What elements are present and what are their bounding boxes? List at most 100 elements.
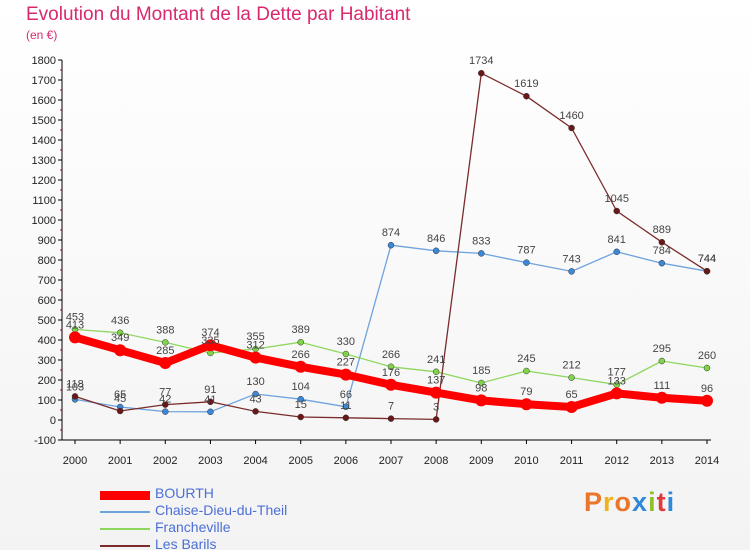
data-label: 227: [337, 357, 355, 369]
data-label: 266: [292, 349, 310, 361]
data-label: 743: [562, 253, 580, 265]
data-label: 91: [204, 384, 216, 396]
x-tick-label: 2004: [243, 455, 267, 467]
y-tick-label: 1300: [32, 155, 56, 167]
data-point: [568, 374, 575, 381]
y-minor-dot: [60, 69, 62, 71]
data-point: [294, 360, 307, 373]
y-tick-label: 100: [38, 395, 56, 407]
legend-swatch: [100, 545, 150, 547]
data-label: 285: [156, 345, 174, 357]
data-label: 43: [249, 393, 261, 405]
y-tick-label: 400: [38, 335, 56, 347]
legend-label: Chaise-Dieu-du-Theil: [155, 502, 288, 518]
x-tick-label: 2000: [63, 455, 87, 467]
data-point: [568, 268, 575, 275]
data-point: [520, 398, 533, 411]
x-tick-label: 2014: [695, 455, 719, 467]
data-label: 374: [201, 327, 219, 339]
data-point: [204, 339, 217, 352]
data-point: [432, 368, 440, 376]
data-label: 77: [159, 387, 171, 399]
data-point: [703, 267, 711, 275]
legend-label: Les Barils: [155, 536, 217, 552]
data-point: [162, 339, 169, 346]
data-point: [71, 393, 79, 400]
data-point: [159, 357, 172, 369]
data-label: 889: [653, 224, 671, 236]
data-point: [249, 351, 262, 364]
x-tick-label: 2008: [424, 455, 448, 467]
data-point: [339, 368, 352, 381]
legend-label: Francheville: [155, 519, 231, 535]
y-minor-dot: [60, 229, 62, 231]
x-tick-label: 2003: [198, 455, 222, 467]
data-label: 1460: [559, 110, 583, 122]
y-tick-label: 800: [38, 255, 56, 267]
data-label: 413: [66, 319, 84, 331]
data-point: [432, 247, 440, 255]
x-tick-label: 2005: [288, 455, 312, 467]
data-point: [207, 398, 214, 406]
chart-title: Evolution du Montant de la Dette par Hab…: [26, 4, 411, 25]
data-point: [568, 124, 575, 132]
logo-letter: t: [656, 487, 667, 517]
x-tick-label: 2007: [379, 455, 403, 467]
data-label: 744: [698, 253, 716, 265]
y-minor-dot: [60, 149, 62, 151]
data-label: 45: [114, 393, 126, 405]
data-label: 7: [388, 401, 394, 413]
y-minor-dot: [60, 349, 62, 351]
logo-letter: i: [666, 487, 676, 517]
y-minor-dot: [60, 289, 62, 291]
data-label: 103: [66, 381, 84, 393]
data-point: [565, 401, 578, 413]
data-point: [252, 408, 259, 415]
data-label: 833: [472, 235, 490, 247]
data-label: 130: [246, 376, 264, 388]
y-minor-dot: [60, 269, 62, 271]
data-point: [655, 391, 668, 404]
y-tick-label: 200: [38, 375, 56, 387]
y-tick-label: 1500: [32, 115, 56, 127]
y-minor-dot: [60, 309, 62, 311]
data-point: [207, 408, 214, 416]
y-minor-dot: [60, 129, 62, 131]
data-point: [478, 379, 485, 387]
data-label: 260: [698, 350, 716, 362]
data-point: [475, 394, 488, 407]
y-tick-label: 600: [38, 295, 56, 307]
data-point: [342, 414, 350, 422]
data-point: [703, 364, 711, 372]
data-label: 118: [66, 378, 84, 390]
logo-letter: i: [648, 487, 657, 517]
data-point: [478, 69, 485, 77]
y-minor-dot: [60, 329, 62, 331]
data-label: 241: [427, 354, 445, 366]
data-label: 787: [517, 245, 535, 257]
data-label: 177: [608, 367, 626, 379]
y-tick-label: 1000: [32, 215, 56, 227]
data-point: [385, 378, 397, 391]
data-point: [430, 386, 443, 399]
y-tick-label: 1200: [32, 175, 56, 187]
data-point: [297, 413, 304, 421]
data-label: 355: [246, 331, 264, 343]
data-point: [387, 241, 395, 249]
data-point: [523, 259, 530, 266]
y-tick-label: -100: [34, 435, 56, 447]
y-minor-dot: [60, 109, 62, 111]
data-label: 79: [520, 386, 532, 398]
data-label: 1045: [604, 193, 628, 205]
data-point: [613, 207, 620, 215]
data-point: [162, 408, 169, 415]
x-tick-label: 2001: [108, 455, 132, 467]
data-point: [342, 350, 350, 358]
data-point: [116, 407, 124, 415]
data-label: 436: [111, 315, 129, 327]
legend-label: BOURTH: [155, 485, 214, 501]
data-label: 111: [653, 380, 670, 392]
y-minor-dot: [60, 169, 62, 171]
